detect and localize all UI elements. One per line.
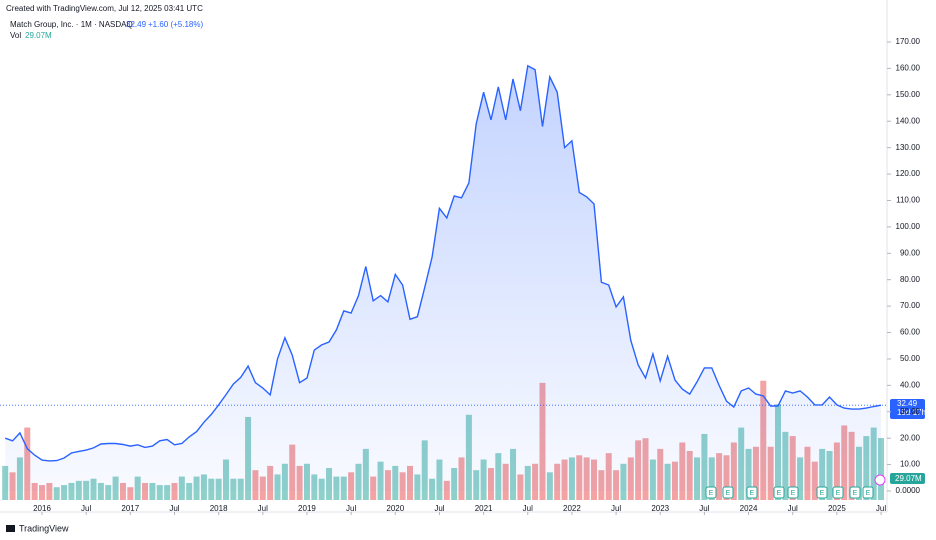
volume-bar xyxy=(97,482,104,500)
x-tick-label: Jul xyxy=(699,504,709,513)
x-tick-label: 2021 xyxy=(475,504,493,513)
y-tick-label: 10.00 xyxy=(900,460,921,469)
earnings-label: E xyxy=(726,490,731,497)
earnings-label: E xyxy=(777,490,782,497)
price-label-box xyxy=(890,399,925,419)
y-tick-label: 90.00 xyxy=(900,248,921,257)
last-price: 32.49 xyxy=(126,20,147,29)
earnings-icon xyxy=(816,486,828,499)
y-tick-label: 20.00 xyxy=(900,433,921,442)
y-tick-label: 110.00 xyxy=(896,196,920,205)
y-tick-label: 160.00 xyxy=(896,64,921,73)
x-tick-label: 2023 xyxy=(651,504,669,513)
x-tick-label: Jul xyxy=(346,504,356,513)
volume-bar xyxy=(149,482,156,500)
price-change: +1.60 (+5.18%) xyxy=(148,20,203,29)
y-tick-label: 0.0000 xyxy=(896,486,921,495)
earnings-label: E xyxy=(820,490,825,497)
y-tick-label: 60.00 xyxy=(900,328,921,337)
x-tick-label: Jul xyxy=(611,504,621,513)
x-tick-label: 2017 xyxy=(121,504,139,513)
x-tick-label: Jul xyxy=(523,504,533,513)
x-tick-label: 2025 xyxy=(828,504,846,513)
event-icon[interactable] xyxy=(874,474,886,486)
volume-bar xyxy=(31,482,38,500)
volume-bar xyxy=(68,482,75,500)
x-tick-label: Jul xyxy=(876,504,886,513)
volume-bar xyxy=(46,482,53,500)
brand-logo xyxy=(6,525,15,532)
x-tick-label: 2024 xyxy=(740,504,758,513)
volume-bar xyxy=(171,482,178,500)
x-tick-label: Jul xyxy=(788,504,798,513)
earnings-icon xyxy=(746,486,758,499)
brand: TradingView xyxy=(19,523,69,533)
earnings-label: E xyxy=(750,490,755,497)
earnings-label: E xyxy=(836,490,841,497)
earnings-icon xyxy=(849,486,861,499)
watermark: Created with TradingView.com, Jul 12, 20… xyxy=(6,4,203,13)
earnings-label: E xyxy=(866,490,871,497)
volume-bar xyxy=(142,482,149,500)
y-tick-label: 140.00 xyxy=(896,116,921,125)
earnings-icon xyxy=(832,486,844,499)
y-tick-label: 70.00 xyxy=(900,301,921,310)
price-label: 32.49 xyxy=(897,399,918,408)
volume-bar xyxy=(39,485,45,500)
x-tick-label: Jul xyxy=(434,504,444,513)
y-tick-label: 120.00 xyxy=(896,169,921,178)
earnings-label: E xyxy=(791,490,796,497)
volume-label-box xyxy=(890,473,925,484)
y-tick-label: 150.00 xyxy=(896,90,921,99)
volume-bar xyxy=(164,485,171,500)
volume-label: 29.07M xyxy=(895,474,922,483)
earnings-icon xyxy=(722,486,734,499)
volume-bar xyxy=(878,438,885,500)
earnings-label: E xyxy=(853,490,858,497)
earnings-icon xyxy=(862,486,874,499)
volume-bar xyxy=(61,485,68,500)
x-tick-label: 2018 xyxy=(210,504,228,513)
y-tick-label: 30.00 xyxy=(900,407,921,416)
plot xyxy=(0,64,887,500)
y-tick-label: 50.00 xyxy=(900,354,921,363)
earnings-icon xyxy=(787,486,799,499)
y-tick-label: 170.00 xyxy=(896,37,921,46)
volume-bar xyxy=(105,485,112,500)
earnings-label: E xyxy=(709,490,714,497)
y-tick-label: 80.00 xyxy=(900,275,921,284)
countdown: 19d 17h xyxy=(897,408,926,417)
price-line xyxy=(4,64,882,462)
x-tick-label: Jul xyxy=(81,504,91,513)
earnings-icon xyxy=(773,486,785,499)
symbol-title: Match Group, Inc. · 1M · NASDAQ xyxy=(10,20,133,29)
volume-bar xyxy=(119,482,126,500)
y-tick-label: 100.00 xyxy=(896,222,921,231)
x-tick-label: 2019 xyxy=(298,504,316,513)
x-tick-label: 2016 xyxy=(33,504,51,513)
price-area xyxy=(5,65,882,492)
x-tick-label: 2020 xyxy=(386,504,404,513)
y-tick-label: 40.00 xyxy=(900,380,921,389)
volume-bar xyxy=(53,487,60,500)
y-tick-label: 130.00 xyxy=(896,143,921,152)
x-tick-label: Jul xyxy=(258,504,268,513)
volume-bar xyxy=(186,482,193,500)
x-tick-label: 2022 xyxy=(563,504,581,513)
volume-value: 29.07M xyxy=(25,31,52,40)
volume-bar xyxy=(156,485,163,500)
x-tick-label: Jul xyxy=(169,504,179,513)
volume-bar xyxy=(127,487,134,500)
volume-title: Vol xyxy=(10,31,21,40)
earnings-icon xyxy=(705,486,717,499)
